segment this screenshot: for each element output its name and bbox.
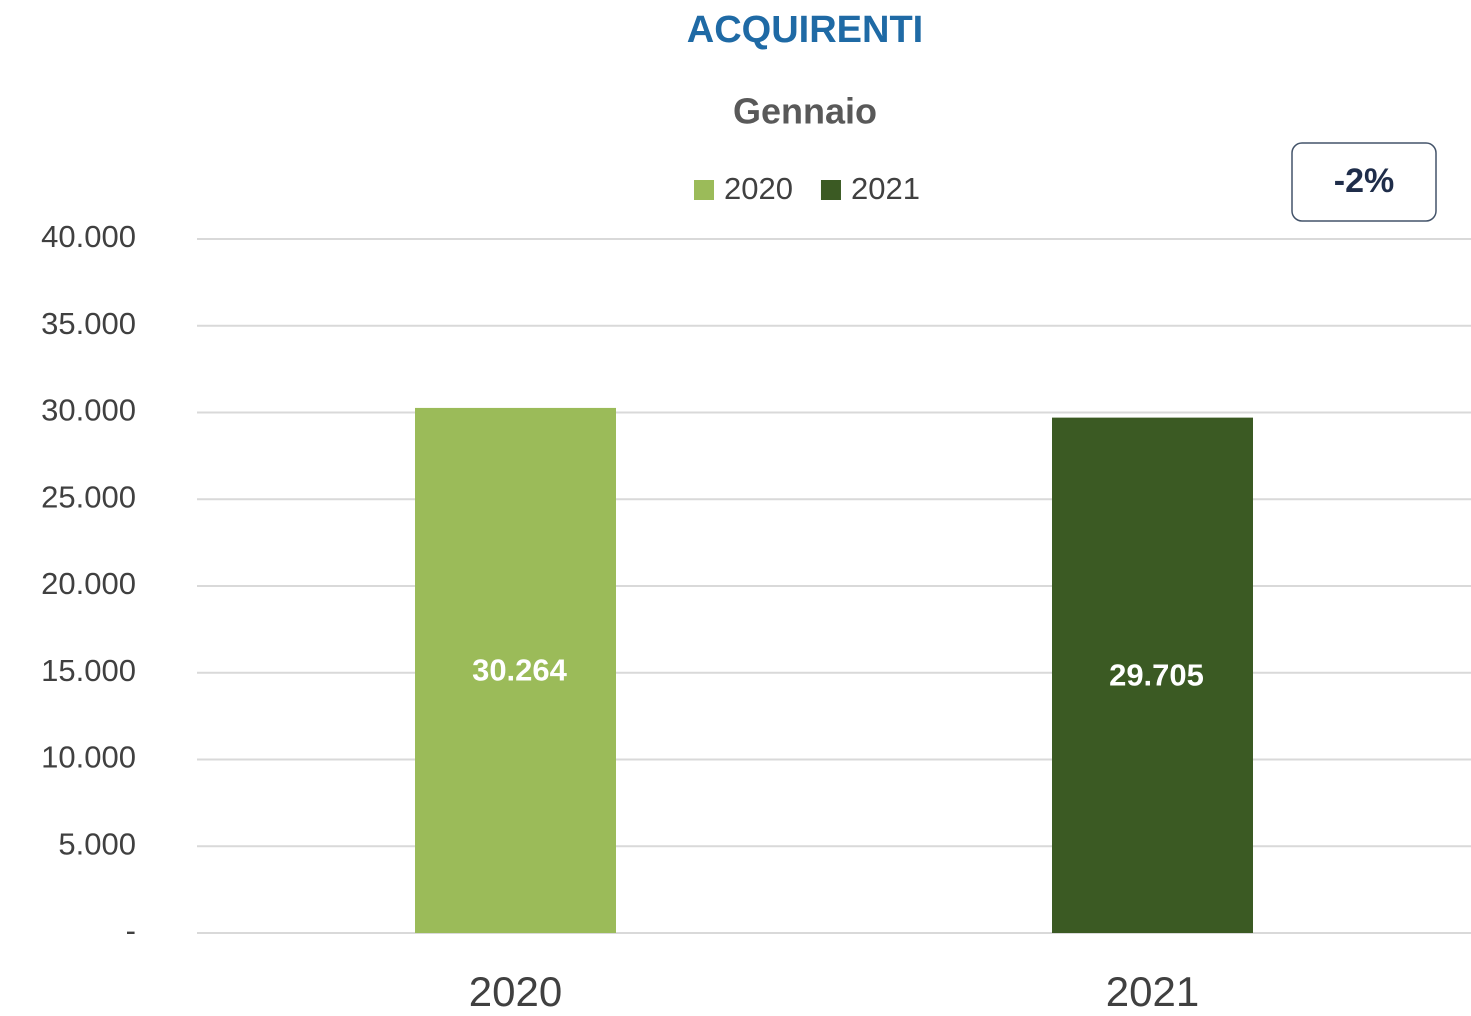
annotation-box — [1291, 142, 1437, 222]
bar — [415, 407, 616, 934]
x-tick-label: 2021 — [1106, 968, 1199, 1015]
y-tick-label: 10.000 — [41, 740, 136, 775]
annotation: -2% — [1334, 162, 1394, 200]
legend-swatch — [694, 180, 714, 200]
y-tick-label: 15.000 — [41, 653, 136, 688]
data-label: 29.705 — [1109, 657, 1204, 692]
legend-label: 2021 — [851, 171, 920, 206]
y-tick-label: 20.000 — [41, 566, 136, 601]
legend-label: 2020 — [724, 171, 793, 206]
chart-subtitle: Gennaio — [733, 91, 877, 132]
x-tick-label: 2020 — [469, 968, 562, 1015]
y-tick-label: 5.000 — [58, 826, 136, 861]
bar — [1052, 417, 1253, 933]
y-tick-label: 25.000 — [41, 479, 136, 514]
y-tick-label: - — [126, 913, 136, 948]
y-tick-label: 30.000 — [41, 393, 136, 428]
y-tick-label: 40.000 — [41, 219, 136, 254]
data-label: 30.264 — [472, 653, 568, 688]
legend-swatch — [820, 180, 841, 200]
y-tick-label: 35.000 — [41, 306, 136, 341]
chart-title: ACQUIRENTI — [687, 9, 923, 51]
